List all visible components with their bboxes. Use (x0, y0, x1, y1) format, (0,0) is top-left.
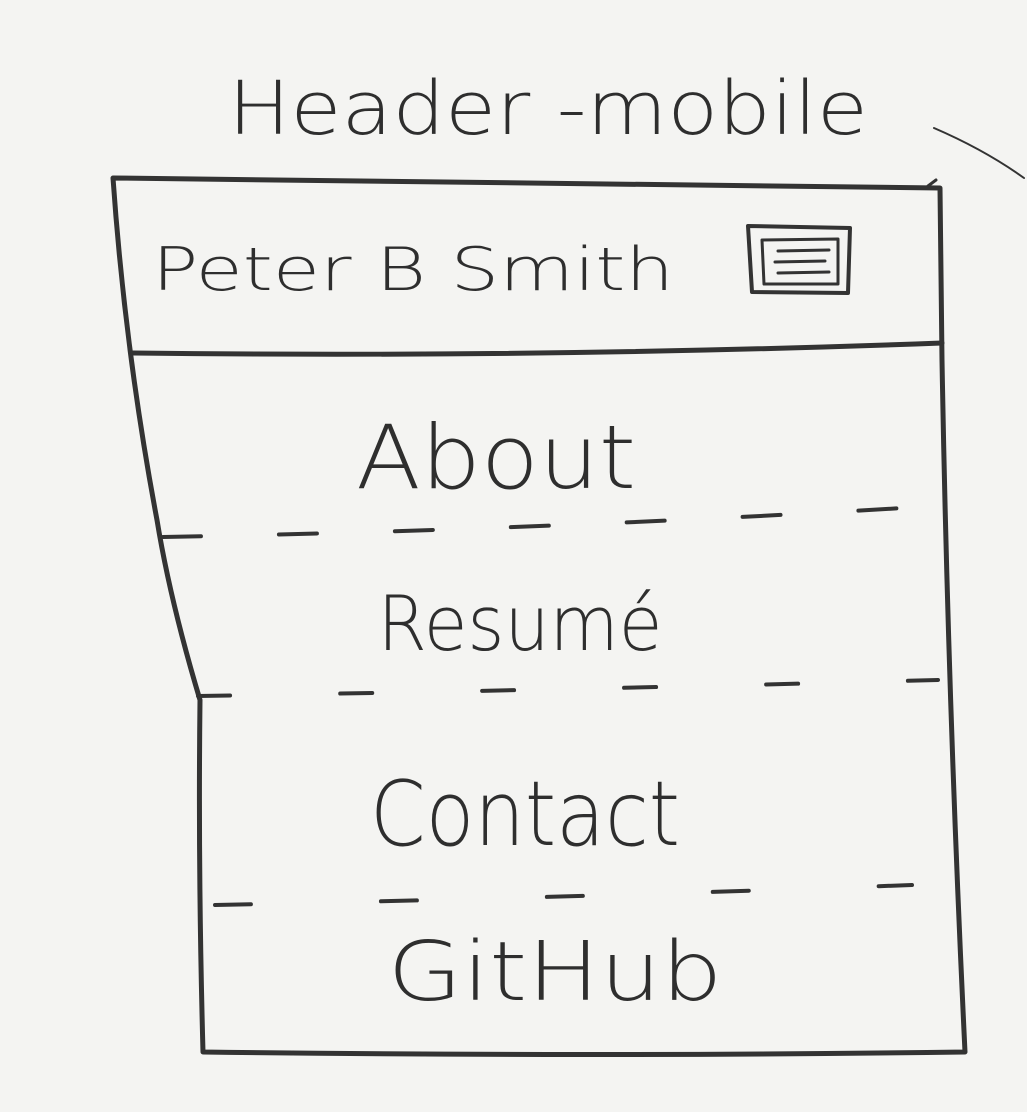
mobile-frame (110, 175, 968, 1057)
sketch-title: Header -mobile (228, 66, 868, 152)
mobile-nav-menu: About Resumé Contact GitHub (161, 406, 940, 1020)
nav-divider-dashed (213, 883, 914, 907)
frame-corner-tick (926, 178, 938, 188)
nav-divider-dashed (161, 505, 922, 539)
mobile-header: Peter B Smith (152, 224, 852, 305)
site-brand[interactable]: Peter B Smith (152, 235, 674, 305)
nav-item-resume[interactable]: Resumé (378, 579, 663, 668)
nav-divider-dashed (196, 678, 940, 698)
nav-item-about[interactable]: About (356, 406, 636, 509)
nav-item-contact[interactable]: Contact (370, 762, 680, 867)
header-divider (130, 340, 945, 357)
nav-item-github[interactable]: GitHub (388, 925, 723, 1020)
stray-pencil-mark (933, 127, 1025, 179)
hamburger-menu-icon[interactable] (746, 224, 852, 295)
